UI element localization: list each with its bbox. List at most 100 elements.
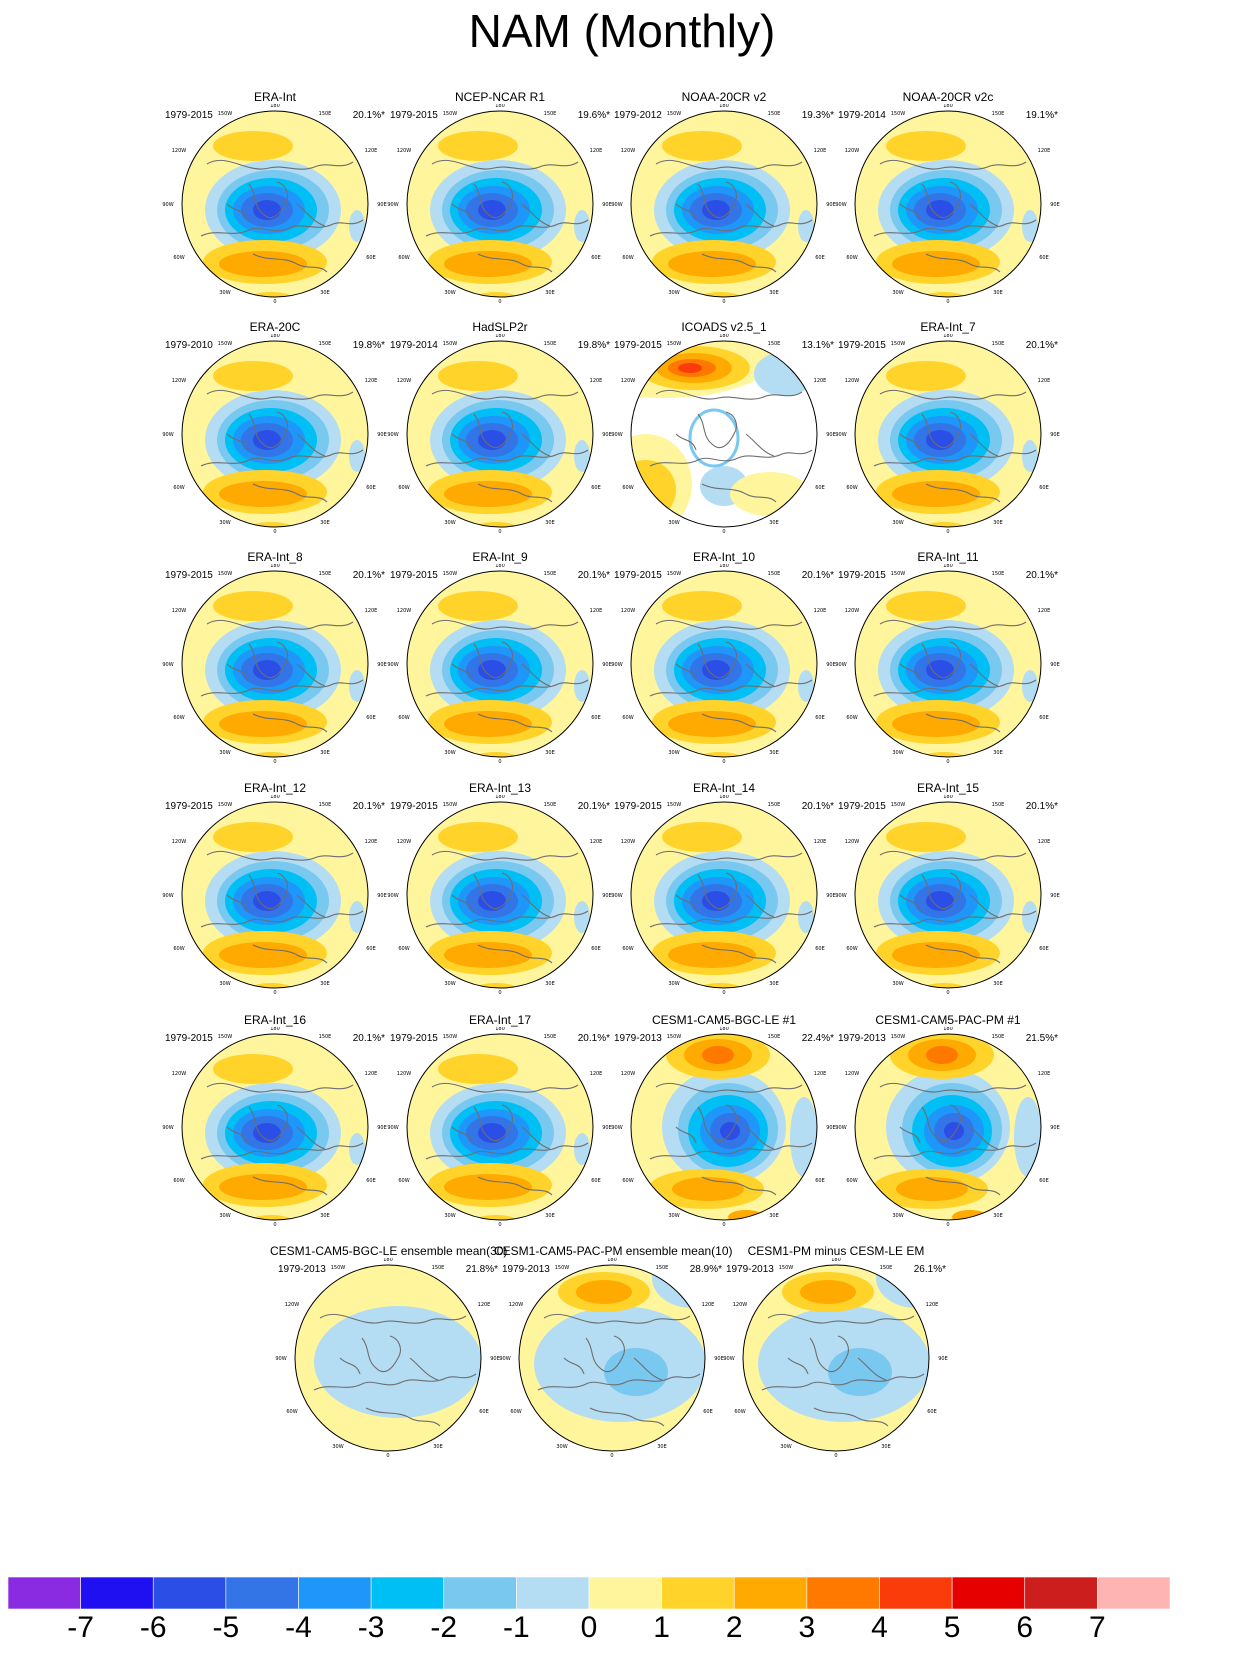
coastline <box>921 181 961 219</box>
longitude-label: 90W <box>387 432 398 438</box>
panel-title: ERA-Int_13 <box>468 781 532 795</box>
colorbar-swatch <box>661 1577 735 1609</box>
panel-variance: 20.1%* <box>577 1033 610 1044</box>
longitude-label: 0 <box>946 529 949 535</box>
longitude-label: 150E <box>992 1034 1005 1040</box>
longitude-label: 30E <box>993 750 1003 756</box>
polar-map: 180 150W 150E 120W 120E 90W 90E 60W 60E 30W 30E 0 <box>162 334 387 535</box>
longitude-label: 180 <box>383 1258 393 1263</box>
map-boundary <box>181 1033 369 1221</box>
colorbar-tick-label: -6 <box>139 1611 167 1644</box>
longitude-label: 150E <box>992 802 1005 808</box>
coastline <box>473 872 513 910</box>
longitude-label: 60E <box>591 485 601 491</box>
longitude-label: 60E <box>1039 946 1049 952</box>
longitude-label: 30E <box>769 520 779 526</box>
longitude-label: 0 <box>273 299 276 305</box>
map-panel: 180 150W 150E 120W 120E 90W 90E 60W 60E 30W 30E 0 ER… <box>606 550 842 782</box>
panel-title: ERA-Int_11 <box>917 550 979 564</box>
colorbar-swatch <box>443 1577 517 1609</box>
panel-variance: 20.1%* <box>1025 801 1058 812</box>
longitude-label: 0 <box>498 299 501 305</box>
longitude-label: 0 <box>498 759 501 765</box>
longitude-label: 30E <box>545 1213 555 1219</box>
panel-variance: 19.8%* <box>577 340 610 351</box>
longitude-label: 30W <box>444 981 455 987</box>
contour-region <box>576 1280 632 1304</box>
contour-region <box>798 670 814 702</box>
longitude-label: 30W <box>668 750 679 756</box>
colorbar-tick-label: 2 <box>725 1611 743 1644</box>
longitude-label: 60E <box>366 485 376 491</box>
contour-region <box>219 942 307 968</box>
longitude-label: 60W <box>622 946 633 952</box>
longitude-label: 90E <box>1050 202 1060 208</box>
longitude-label: 30E <box>320 981 330 987</box>
longitude-label: 30E <box>993 1213 1003 1219</box>
panel-period: 1979-2015 <box>390 570 438 581</box>
coastline <box>206 159 354 170</box>
contour-region <box>668 711 756 737</box>
contour-region <box>444 1174 532 1200</box>
coastline <box>206 1082 354 1093</box>
coastline <box>649 679 813 697</box>
coastline <box>925 483 1001 503</box>
coastline <box>879 1082 1027 1093</box>
longitude-label: 30W <box>444 290 455 296</box>
panel-title: CESM1-CAM5-PAC-PM ensemble mean(10) <box>494 1244 733 1258</box>
panel-variance: 20.1%* <box>352 801 385 812</box>
longitude-label: 30E <box>320 750 330 756</box>
longitude-label: 150W <box>218 341 233 347</box>
panel-variance: 19.8%* <box>352 340 385 351</box>
panel-title: NOAA-20CR v2 <box>681 90 767 104</box>
coastline <box>701 253 777 273</box>
panel-variance: 13.1%* <box>801 340 834 351</box>
coastline <box>248 181 288 219</box>
polar-map: 180 150W 150E 120W 120E 90W 90E 60W 60E 30W 30E 0 <box>835 104 1060 305</box>
coastline <box>873 910 1037 928</box>
polar-map: 180 150W 150E 120W 120E 90W 90E 60W 60E 30W 30E 0 <box>387 334 611 535</box>
panel-title: ICOADS v2.5_1 <box>681 320 767 334</box>
longitude-label: 120W <box>172 839 187 845</box>
contour-region <box>926 1046 958 1064</box>
longitude-label: 30E <box>769 1213 779 1219</box>
panel-variance: 20.1%* <box>801 570 834 581</box>
colorbar-tick-label: -5 <box>212 1611 240 1644</box>
map-field <box>855 802 1041 988</box>
map-field <box>855 571 1041 757</box>
longitude-label: 60W <box>846 255 857 261</box>
contour-region <box>662 591 742 621</box>
longitude-label: 120W <box>845 378 860 384</box>
contour-region <box>886 361 966 391</box>
panel-title: ERA-Int_17 <box>468 1013 532 1027</box>
longitude-label: 90W <box>835 893 846 899</box>
coastline <box>701 713 777 733</box>
contour-region <box>892 711 980 737</box>
longitude-label: 150E <box>544 111 557 117</box>
polar-map: 180 150W 150E 120W 120E 90W 90E 60W 60E 30W 30E 0 <box>162 1027 386 1228</box>
longitude-label: 90W <box>835 1125 846 1131</box>
longitude-label: 30W <box>668 520 679 526</box>
longitude-label: 90E <box>377 432 387 438</box>
longitude-label: 30W <box>892 290 903 296</box>
coastline <box>248 641 288 679</box>
longitude-label: 90E <box>602 1125 612 1131</box>
coastline <box>655 1082 803 1093</box>
map-panel: 180 150W 150E 120W 120E 90W 90E 60W 60E 30W 30E 0 Ha… <box>382 320 618 552</box>
longitude-label: 120E <box>1038 839 1051 845</box>
contour-region <box>574 901 590 933</box>
contour-region <box>926 660 954 680</box>
map-boundary <box>854 1033 1042 1221</box>
map-panel: 180 150W 150E 120W 120E 90W 90E 60W 60E 30W 30E 0 CE… <box>494 1244 733 1476</box>
longitude-label: 30E <box>993 290 1003 296</box>
coastline <box>697 181 737 219</box>
map-field <box>631 341 817 527</box>
contour-region <box>253 430 281 450</box>
coastline <box>431 1082 579 1093</box>
coastline <box>200 219 364 237</box>
longitude-label: 180 <box>495 795 505 800</box>
longitude-label: 30W <box>556 1444 567 1450</box>
longitude-label: 0 <box>946 759 949 765</box>
longitude-label: 150E <box>319 802 332 808</box>
polar-map: 180 150W 150E 120W 120E 90W 90E 60W 60E 30W 30E 0 <box>835 1027 1059 1228</box>
